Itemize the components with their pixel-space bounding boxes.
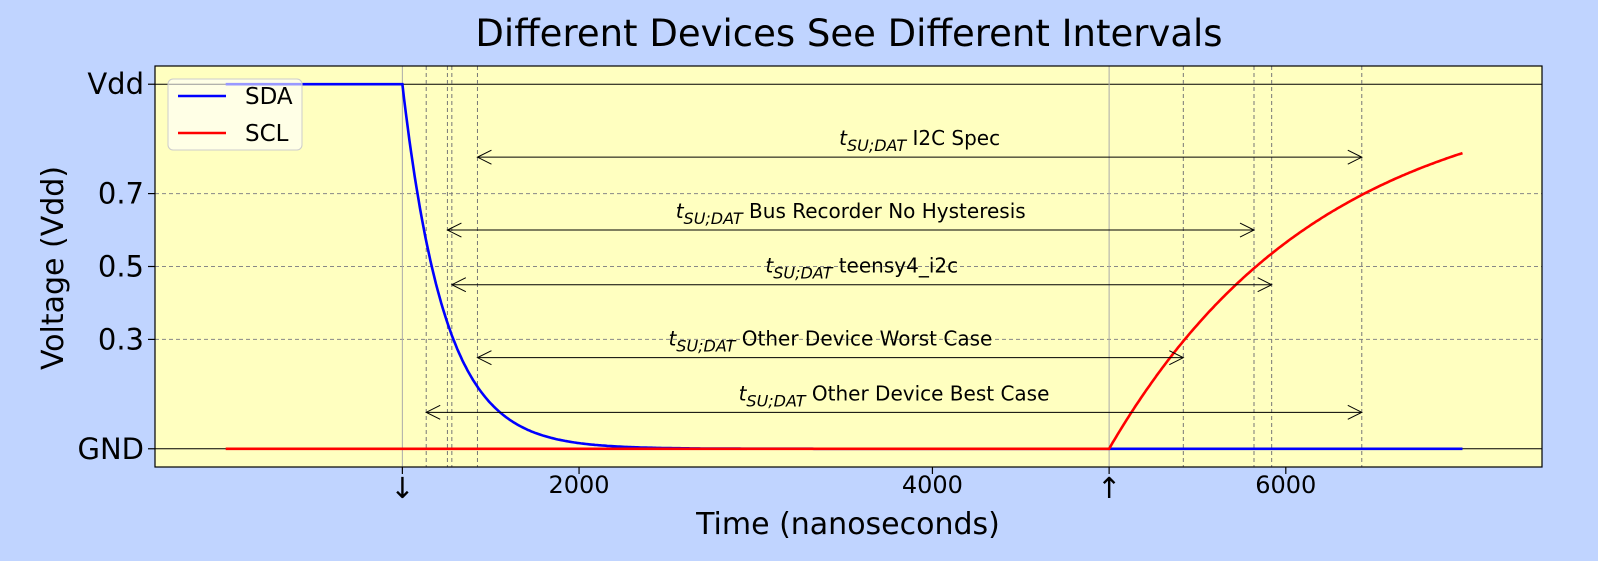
annotation-symbol: t	[676, 199, 685, 223]
legend-label: SCL	[245, 121, 289, 147]
y-axis-ticks: GND 0.3 0.5 0.7 Vdd	[78, 67, 155, 466]
annotation-arrowhead-left	[450, 277, 467, 293]
y-tick-label: 0.5	[98, 250, 144, 284]
annotation-text: Other Device Worst Case	[735, 327, 992, 351]
annotation-1: tSU;DAT Bus Recorder No Hysteresis	[446, 199, 1256, 238]
annotation-symbol: t	[839, 126, 848, 150]
annotation-label: tSU;DAT I2C Spec	[839, 126, 1000, 155]
annotation-symbol: t	[765, 254, 774, 278]
annotation-arrowhead-right	[1169, 350, 1185, 366]
series-lines	[225, 82, 1463, 451]
y-tick-label: 0.7	[98, 177, 144, 211]
annotation-arrowhead-right	[1347, 149, 1363, 165]
annotation-3: tSU;DAT Other Device Worst Case	[476, 327, 1185, 366]
vertical-markers	[401, 66, 1363, 467]
annotation-arrowhead-right	[1347, 404, 1363, 420]
y-tick-label: Vdd	[87, 67, 144, 101]
annotation-subscript: SU;DAT	[773, 264, 833, 283]
annotation-symbol: t	[739, 381, 748, 405]
y-axis-label: Voltage (Vdd)	[36, 166, 71, 370]
annotation-label: tSU;DAT teensy4_i2c	[765, 254, 958, 283]
annotation-subscript: SU;DAT	[684, 209, 744, 228]
x-tick-label: 6000	[1255, 471, 1316, 499]
x-marker-tick-label: ↓	[390, 471, 414, 505]
annotation-text: Other Device Best Case	[806, 381, 1050, 405]
annotation-label: tSU;DAT Other Device Best Case	[739, 381, 1050, 410]
annotation-arrowhead-left	[476, 149, 492, 165]
annotation-arrowhead-left	[425, 404, 441, 420]
annotation-subscript: SU;DAT	[676, 337, 736, 356]
x-tick-label: 4000	[902, 471, 963, 499]
annotation-symbol: t	[668, 327, 677, 351]
annotation-subscript: SU;DAT	[746, 391, 806, 410]
x-tick-label: 2000	[549, 471, 610, 499]
legend: SDA SCL	[167, 78, 303, 151]
x-axis-label: Time (nanoseconds)	[695, 507, 1000, 542]
annotation-0: tSU;DAT I2C Spec	[476, 126, 1363, 165]
annotation-arrowhead-left	[476, 350, 492, 366]
annotation-2: tSU;DAT teensy4_i2c	[450, 254, 1273, 293]
annotation-text: Bus Recorder No Hysteresis	[743, 199, 1026, 223]
annotation-4: tSU;DAT Other Device Best Case	[425, 381, 1363, 420]
chart-title: Different Devices See Different Interval…	[475, 12, 1222, 55]
annotation-subscript: SU;DAT	[847, 136, 907, 155]
legend-label: SDA	[245, 84, 293, 110]
y-tick-label: GND	[78, 432, 145, 466]
annotation-arrowhead-left	[446, 222, 462, 238]
x-marker-tick-label: ↑	[1097, 471, 1121, 505]
y-tick-label: 0.3	[98, 322, 144, 356]
annotation-arrowhead-right	[1257, 277, 1273, 293]
series-line-scl	[225, 151, 1463, 451]
annotation-label: tSU;DAT Other Device Worst Case	[668, 327, 992, 356]
annotation-arrowhead-right	[1239, 222, 1256, 238]
annotation-text: teensy4_i2c	[832, 254, 958, 278]
x-axis-ticks: 2000 4000 6000 ↓ ↑	[390, 467, 1316, 505]
annotation-text: I2C Spec	[906, 126, 1000, 150]
annotation-label: tSU;DAT Bus Recorder No Hysteresis	[676, 199, 1026, 228]
